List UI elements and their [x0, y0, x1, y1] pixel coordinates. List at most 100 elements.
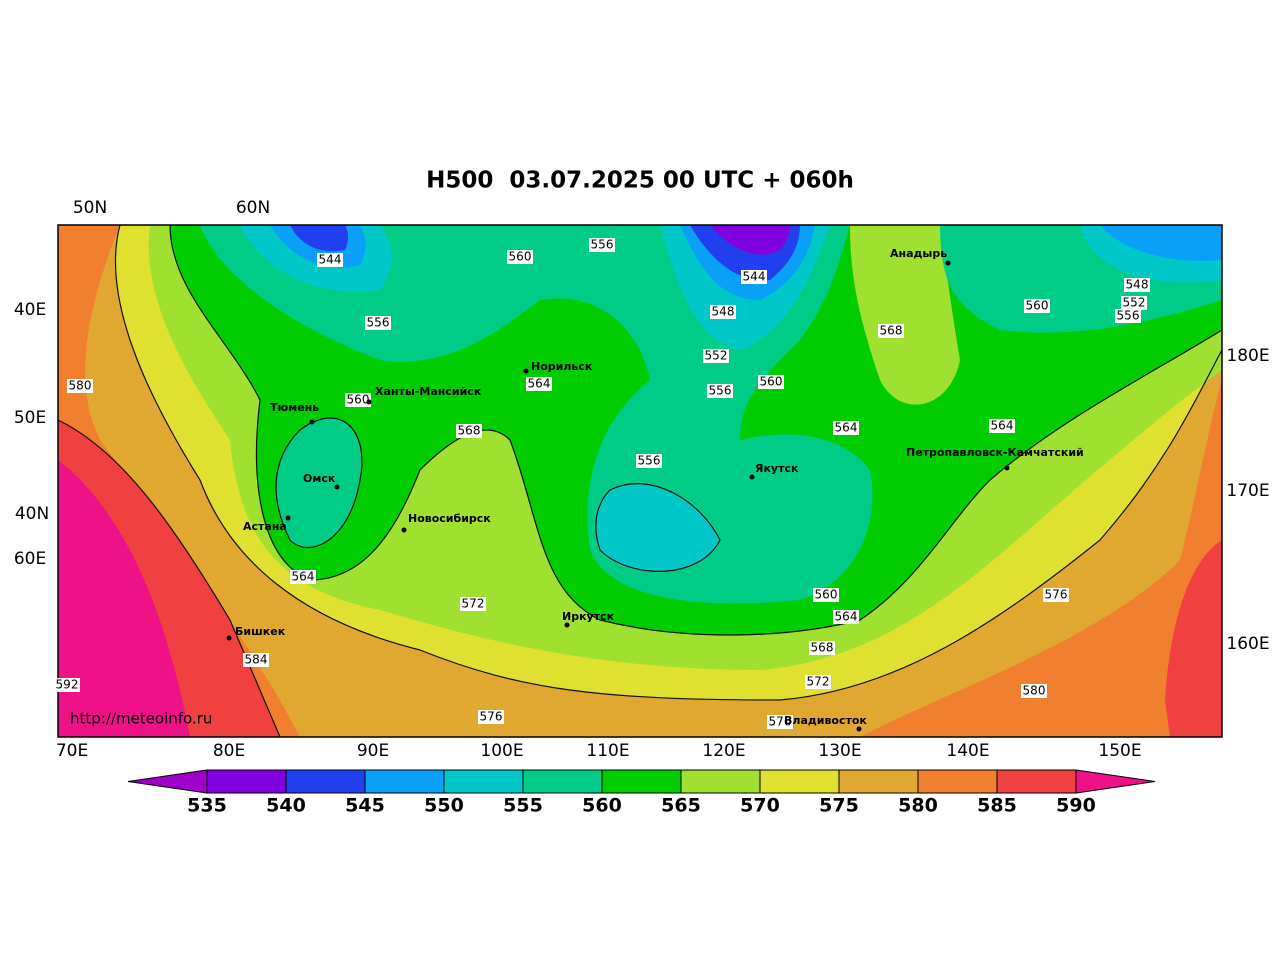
city-name: Омск: [303, 472, 336, 485]
contour-label: 560: [760, 375, 783, 389]
contour-label: 568: [811, 641, 834, 655]
city-name: Норильск: [531, 360, 593, 373]
colorbar-segment: [443, 769, 524, 794]
contour-label: 556: [1117, 309, 1140, 323]
contour-label-bg: [758, 375, 784, 389]
contour-label-bg: [1043, 588, 1069, 602]
city-name: Владивосток: [784, 714, 867, 727]
colorbar-tick-label: 560: [582, 795, 622, 817]
contour-label-bg: [703, 349, 729, 363]
city-dot: [226, 635, 232, 641]
axis-label: 180E: [1226, 346, 1269, 366]
colorbar-segment: [838, 769, 919, 794]
field-region: [860, 380, 1222, 737]
contour-label: 576: [1045, 588, 1068, 602]
contour-label-bg: [345, 393, 371, 407]
field-region: [710, 225, 790, 255]
contour-label-bg: [478, 710, 504, 724]
city-name: Анадырь: [890, 247, 947, 260]
map-frame: [57, 224, 1223, 738]
city-dot: [1004, 465, 1010, 471]
colorbar-under: [127, 769, 208, 794]
contour-label: 552: [1123, 296, 1146, 310]
title: H500 03.07.2025 00 UTC + 060h: [426, 168, 854, 194]
field-region: [1165, 540, 1222, 737]
contour-label: 548: [712, 305, 735, 319]
field-region: [850, 225, 960, 405]
contour-label-bg: [1124, 278, 1150, 292]
contour-label: 576: [480, 710, 503, 724]
city-name: Новосибирск: [408, 512, 491, 525]
colorbar-tick-label: 555: [503, 795, 543, 817]
contour-label-bg: [365, 316, 391, 330]
city-dot: [366, 399, 372, 405]
contour-label-bg: [243, 653, 269, 667]
contour-label-bg: [456, 424, 482, 438]
contour-label: 592: [56, 678, 79, 692]
city-name: Ханты-Мансийск: [375, 385, 482, 398]
colorbar-tick-label: 535: [187, 795, 227, 817]
contour-label: 548: [1126, 278, 1149, 292]
contour-label: 544: [319, 253, 342, 267]
colorbar-segment: [601, 769, 682, 794]
axis-label: 40E: [14, 300, 46, 320]
city-name: Иркутск: [562, 610, 615, 623]
contour-label: 568: [458, 424, 481, 438]
contour-label-bg: [767, 715, 793, 729]
colorbar-segment: [285, 769, 366, 794]
city-dot: [749, 474, 755, 480]
contour-label: 564: [835, 421, 858, 435]
field-region: [276, 418, 362, 548]
city-name: Якутск: [755, 462, 799, 475]
colorbar-tick-label: 585: [977, 795, 1017, 817]
contour-label-bg: [526, 377, 552, 391]
contour-label: 576: [769, 715, 792, 729]
contour-label: 560: [815, 588, 838, 602]
axis-label: 80E: [213, 741, 245, 761]
axis-label: 160E: [1226, 634, 1269, 654]
colorbar-over: [1075, 769, 1156, 794]
colorbar-segment: [996, 769, 1077, 794]
city-dot: [523, 368, 529, 374]
contour-label: 556: [367, 316, 390, 330]
contour-label-bg: [1121, 296, 1147, 310]
contour-label-bg: [833, 610, 859, 624]
contour-label: 544: [743, 270, 766, 284]
contour-label-bg: [67, 379, 93, 393]
contour-label-bg: [809, 641, 835, 655]
contour-label-bg: [1021, 684, 1047, 698]
axis-label: 130E: [818, 741, 861, 761]
contour-label: 560: [347, 393, 370, 407]
contour-label-bg: [317, 253, 343, 267]
axis-label: 120E: [702, 741, 745, 761]
axis-label: 40N: [15, 504, 49, 524]
contour-label-bg: [636, 454, 662, 468]
contour-label-bg: [589, 238, 615, 252]
colorbar-tick-label: 590: [1056, 795, 1096, 817]
city-name: Бишкек: [235, 625, 286, 638]
contour-label: 568: [880, 324, 903, 338]
contour-label: 564: [835, 610, 858, 624]
contour-label-bg: [460, 597, 486, 611]
colorbar-segment: [917, 769, 998, 794]
axis-label: 170E: [1226, 481, 1269, 501]
axis-label: 70E: [56, 741, 88, 761]
contour-label-bg: [805, 675, 831, 689]
colorbar-segment: [680, 769, 761, 794]
contour-label: 580: [1023, 684, 1046, 698]
axis-label: 50E: [14, 408, 46, 428]
axis-label: 60N: [236, 198, 270, 218]
axis-label: 90E: [357, 741, 389, 761]
contour-label: 560: [509, 250, 532, 264]
contour-label: 584: [245, 653, 268, 667]
city-dot: [401, 527, 407, 533]
contour-label-bg: [1024, 299, 1050, 313]
contour-label: 552: [705, 349, 728, 363]
colorbar-tick-label: 565: [661, 795, 701, 817]
axis-label: 60E: [14, 549, 46, 569]
colorbar-segment: [206, 769, 287, 794]
city-dot: [334, 484, 340, 490]
contour-label: 572: [807, 675, 830, 689]
axis-label: 100E: [480, 741, 523, 761]
